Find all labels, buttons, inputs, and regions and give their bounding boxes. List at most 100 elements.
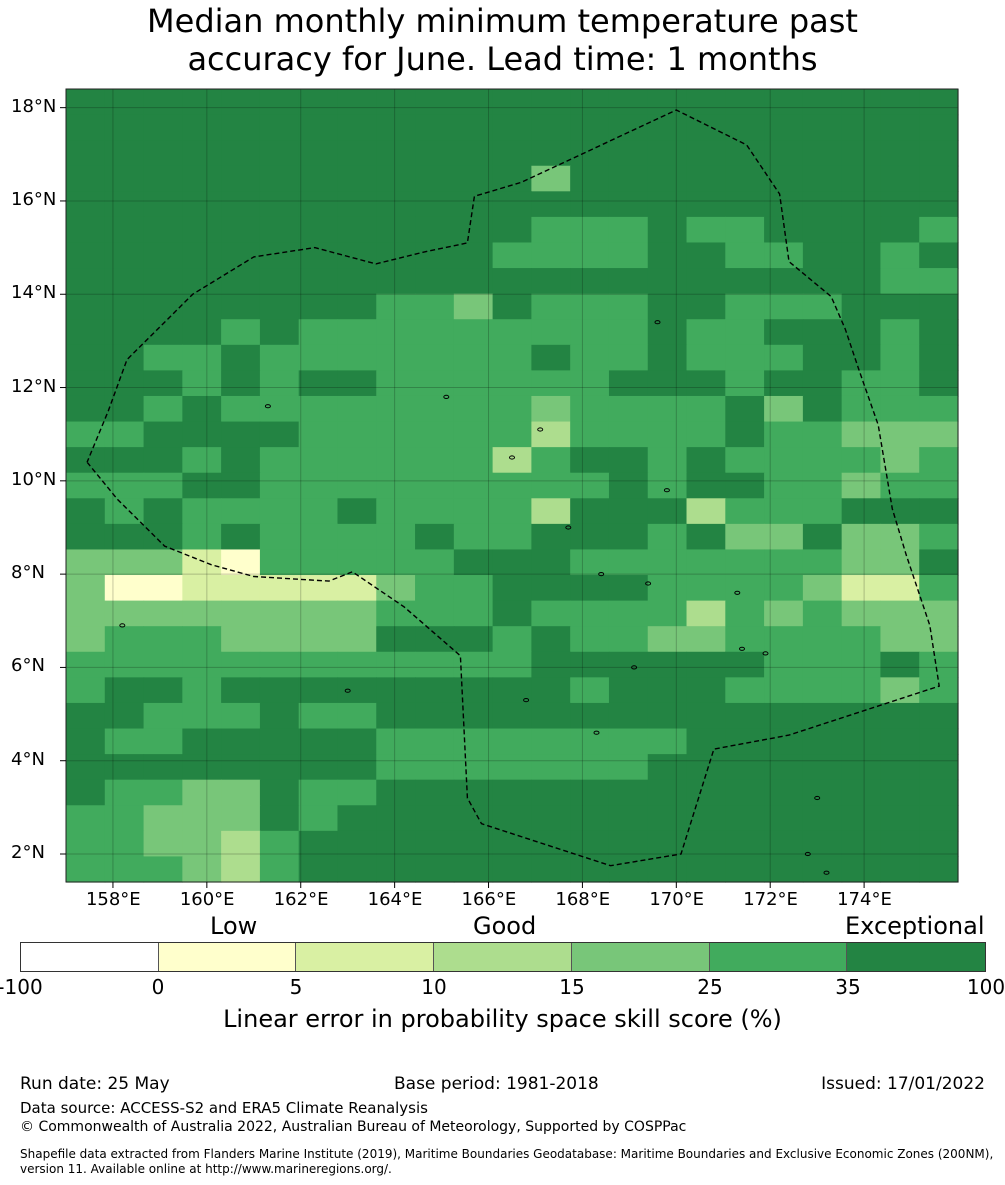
grid-cell [415, 549, 455, 576]
grid-cell [919, 114, 959, 141]
grid-cell [531, 191, 571, 218]
grid-cell [764, 779, 804, 806]
grid-cell [143, 114, 183, 141]
grid-cell [647, 523, 688, 551]
grid-cell [764, 600, 804, 627]
grid-cell [337, 140, 377, 167]
grid-cell [337, 830, 377, 858]
grid-cell [66, 242, 106, 269]
grid-cell [686, 344, 726, 371]
grid-cell [259, 395, 300, 423]
grid-cell [764, 140, 804, 167]
grid-cell [298, 242, 339, 269]
grid-cell [182, 830, 222, 858]
grid-cell [259, 523, 300, 551]
grid-cell [298, 549, 339, 576]
grid-cell [221, 216, 261, 244]
grid-cell [143, 293, 183, 320]
grid-cell [764, 216, 804, 244]
grid-cell [647, 702, 688, 730]
grid-cell [376, 114, 416, 141]
grid-cell [259, 498, 300, 525]
grid-cell [608, 89, 649, 116]
grid-cell [686, 165, 726, 192]
grid-cell [453, 677, 494, 704]
grid-cell [221, 268, 261, 295]
grid-cell [764, 702, 804, 730]
grid-cell [415, 395, 455, 423]
grid-cell [570, 268, 610, 295]
x-tick-label: 162°E [273, 889, 329, 910]
map-frame [65, 88, 959, 883]
grid-cell [686, 242, 726, 269]
grid-cell [453, 165, 494, 192]
grid-cell [531, 370, 571, 397]
grid-cell [608, 165, 649, 192]
grid-cell [686, 830, 726, 858]
grid-cell [337, 268, 377, 295]
grid-cell [259, 856, 300, 883]
grid-cell [492, 498, 532, 525]
grid-cell [725, 651, 765, 678]
grid-cell [143, 242, 183, 269]
grid-cell [608, 293, 649, 320]
grid-cell [764, 830, 804, 858]
x-tick-label: 174°E [837, 889, 892, 910]
legend-tick-label: 25 [697, 975, 723, 999]
legend-tick-label: 5 [289, 975, 303, 999]
grid-cell [531, 779, 571, 806]
grid-cell [415, 575, 455, 602]
grid-cell [725, 395, 765, 423]
grid-cell [337, 242, 377, 269]
grid-cell [259, 114, 300, 141]
grid-cell [570, 395, 610, 423]
grid-cell [415, 319, 455, 346]
grid-cell [143, 626, 183, 653]
legend-swatch [847, 943, 985, 971]
grid-cell [337, 575, 377, 602]
grid-cell [880, 344, 920, 371]
grid-cell [104, 856, 145, 883]
grid-cell [337, 651, 377, 678]
grid-cell [337, 626, 377, 653]
grid-cell [376, 651, 416, 678]
grid-cell [259, 447, 300, 474]
grid-cell [531, 498, 571, 525]
grid-cell [376, 370, 416, 397]
grid-cell [143, 191, 183, 218]
grid-cell [259, 472, 300, 499]
grid-cell [492, 447, 532, 474]
grid-cell [453, 114, 494, 141]
grid-cell [337, 191, 377, 218]
grid-cell [919, 626, 959, 653]
grid-cell [647, 472, 688, 499]
grid-cell [221, 293, 261, 320]
grid-cell [66, 370, 106, 397]
grid-cell [802, 677, 843, 704]
legend-swatch [296, 943, 435, 971]
grid-cell [221, 89, 261, 116]
x-tick-label: 170°E [649, 889, 705, 910]
grid-cell [221, 575, 261, 602]
grid-cell [415, 191, 455, 218]
grid-cell [570, 549, 610, 576]
grid-cell [298, 523, 339, 551]
grid-cell [259, 319, 300, 346]
grid-cell [841, 447, 882, 474]
grid-cell [376, 754, 416, 781]
grid-cell [66, 779, 106, 806]
grid-cell [376, 293, 416, 320]
grid-cell [182, 779, 222, 806]
grid-cell [686, 702, 726, 730]
grid-cell [182, 754, 222, 781]
grid-cell [570, 216, 610, 244]
grid-cell [647, 779, 688, 806]
grid-cell [298, 779, 339, 806]
grid-cell [570, 344, 610, 371]
grid-cell [647, 140, 688, 167]
grid-cell [298, 140, 339, 167]
grid-cell [104, 319, 145, 346]
grid-cell [337, 498, 377, 525]
grid-cell [415, 370, 455, 397]
grid-cell [841, 140, 882, 167]
